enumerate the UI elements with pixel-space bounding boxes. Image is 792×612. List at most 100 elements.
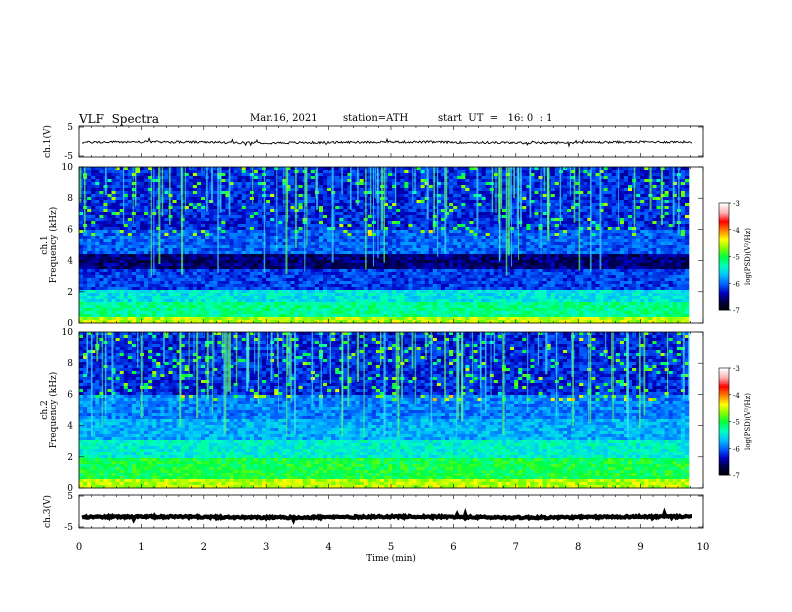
spectrogram-cell	[335, 200, 340, 204]
spectrogram-cell	[640, 167, 645, 171]
spectrogram-cell	[607, 209, 613, 213]
spectrogram-cell	[266, 248, 271, 252]
spectrogram-cell	[229, 221, 234, 225]
spectrogram-cell	[95, 251, 100, 255]
spectrogram-cell	[241, 224, 247, 228]
spectrogram-cell	[636, 230, 641, 234]
spectrogram-cell	[205, 227, 210, 231]
spectrogram-cell	[335, 239, 340, 243]
spectrogram-cell	[664, 215, 669, 219]
spectrogram-cell	[367, 224, 373, 228]
spectrogram-cell	[115, 215, 120, 219]
spectrogram-cell	[619, 179, 625, 183]
spectrogram-cell	[469, 185, 474, 189]
spectrogram-cell	[481, 206, 486, 210]
spectrogram-cell	[615, 254, 621, 258]
spectrogram-cell	[103, 206, 108, 210]
spectrogram-cell	[339, 242, 344, 246]
spectrogram-cell	[318, 218, 324, 222]
spectrogram-cell	[575, 188, 580, 192]
spectrogram-cell	[327, 224, 332, 228]
spectrogram-cell	[571, 167, 576, 171]
spectrogram-cell	[335, 230, 340, 234]
spectrogram-cell	[192, 233, 198, 237]
spectrogram-cell	[229, 212, 234, 216]
spectrogram-cell	[249, 194, 255, 198]
spectrogram-cell	[306, 218, 312, 222]
spectrogram-cell	[550, 233, 556, 237]
spectrogram-cell	[449, 242, 454, 246]
spectrogram-cell	[404, 212, 409, 216]
spectrogram-cell	[542, 245, 547, 249]
spectrogram-cell	[168, 170, 173, 174]
spectrogram-cell	[428, 200, 434, 204]
spectrogram-cell	[668, 257, 674, 261]
spectrogram-cell	[514, 185, 519, 189]
spectrogram-cell	[652, 239, 657, 243]
spectrogram-cell	[428, 206, 434, 210]
spectrogram-cell	[436, 194, 442, 198]
spectrogram-cell	[457, 167, 462, 171]
spectrogram-cell	[164, 170, 169, 174]
spectrogram-cell	[95, 245, 100, 249]
spectrogram-cell	[623, 260, 629, 264]
spectrogram-cell	[160, 251, 165, 255]
spectrogram-cell	[465, 191, 470, 195]
spectrogram-cell	[282, 251, 287, 255]
spectrogram-cell	[95, 209, 100, 213]
spectrogram-cell	[603, 224, 608, 228]
spectrogram-cell	[558, 242, 564, 246]
spectrogram-cell	[318, 194, 324, 198]
spectrogram-cell	[99, 185, 104, 189]
spectrogram-cell	[672, 215, 678, 219]
spectrogram-cell	[530, 224, 535, 228]
spectrogram-cell	[201, 233, 206, 237]
spectrogram-cell	[318, 185, 324, 189]
spectrogram-cell	[217, 206, 222, 210]
spectrogram-cell	[550, 239, 556, 243]
spectrogram-cell	[550, 188, 556, 192]
spectrogram-cell	[192, 206, 198, 210]
spectrogram-cell	[148, 233, 153, 237]
spectrogram-cell	[485, 194, 491, 198]
spectrogram-cell	[79, 224, 84, 228]
spectrogram-cell	[188, 203, 194, 207]
spectrogram-cell	[640, 251, 645, 255]
spectrogram-cell	[99, 173, 104, 177]
spectrogram-cell	[323, 254, 328, 258]
spectrogram-cell	[477, 179, 482, 183]
spectrogram-cell	[640, 260, 645, 264]
spectrogram-cell	[558, 254, 564, 258]
spectrogram-cell	[485, 221, 491, 225]
spectrogram-cell	[522, 254, 527, 258]
spectrogram-cell	[628, 185, 633, 189]
spectrogram-cell	[249, 257, 255, 261]
spectrogram-cell	[400, 230, 405, 234]
spectrogram-cell	[225, 260, 230, 264]
spectrogram-cell	[526, 173, 531, 177]
spectrogram-cell	[396, 203, 401, 207]
spectrogram-cell	[628, 200, 633, 204]
spectrogram-cell	[522, 236, 527, 240]
spectrogram-cell	[131, 197, 137, 201]
spectrogram-cell	[623, 218, 629, 222]
spectrogram-cell	[99, 182, 104, 186]
spectrogram-cell	[591, 260, 596, 264]
spectrogram-cell	[575, 215, 580, 219]
spectrogram-cell	[554, 170, 560, 174]
spectrogram-cell	[575, 230, 580, 234]
spectrogram-cell	[477, 167, 482, 171]
spectrogram-cell	[241, 230, 247, 234]
spectrogram-cell	[355, 224, 360, 228]
spectrogram-cell	[355, 218, 360, 222]
spectrogram-cell	[526, 191, 531, 195]
spectrogram-cell	[298, 248, 303, 252]
spectrogram-cell	[440, 197, 446, 201]
spectrogram-cell	[603, 182, 608, 186]
spectrogram-cell	[469, 245, 474, 249]
spectrogram-cell	[388, 224, 393, 228]
spectrogram-cell	[379, 263, 385, 267]
spectrogram-cell	[558, 260, 564, 264]
spectrogram-cell	[644, 200, 649, 204]
spectrogram-cell	[355, 206, 360, 210]
